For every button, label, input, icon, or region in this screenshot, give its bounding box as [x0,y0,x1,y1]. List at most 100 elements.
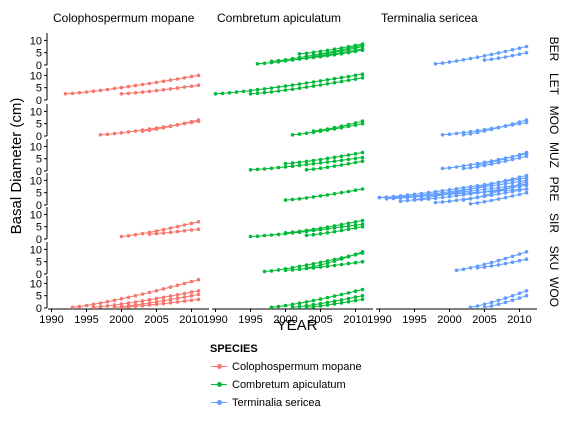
data-point [255,91,260,96]
data-point [269,59,274,64]
data-point [433,62,438,66]
data-point [262,90,267,95]
data-point [168,294,173,298]
data-point [524,190,529,195]
data-point [510,53,515,58]
data-point [283,268,288,273]
data-point [311,232,316,237]
data-point [70,305,75,310]
data-point [475,55,480,59]
data-point [360,224,365,229]
data-point [332,164,337,168]
data-point [325,225,330,229]
data-point [276,85,281,89]
data-point [517,296,522,300]
data-point [447,166,452,170]
data-point [297,304,302,309]
data-point [524,179,529,184]
data-point [426,197,431,201]
data-point [360,250,365,254]
facet-row-label: SIR [547,213,561,233]
x-tick-label: 2005 [308,314,332,326]
data-point [496,180,501,185]
data-point [196,277,201,282]
data-point [311,167,316,171]
data-point [276,165,281,170]
data-point [332,76,337,81]
y-tick-label: 10 [30,106,42,118]
y-tick-label: 0 [36,303,42,315]
data-point [482,183,487,188]
data-point [304,305,309,310]
series-line [463,155,527,169]
data-point [510,254,515,259]
data-point [503,256,508,261]
data-point [297,197,302,201]
data-point [339,49,344,53]
data-point [332,299,337,304]
data-point [360,287,365,292]
data-point [98,88,103,93]
data-point [182,223,187,227]
facet-row-label: MOO [547,106,561,135]
data-point [339,298,344,302]
data-point [276,304,281,309]
data-point [510,180,515,185]
series-line [299,49,363,60]
data-layer [63,42,529,310]
panels-layer: Colophospermum mopane Combretum apiculatu… [53,11,561,307]
data-point [447,191,452,196]
legend-label-mopane: Colophospermum mopane [232,361,362,373]
data-point [489,304,494,308]
data-point [189,74,194,79]
data-point [262,269,267,274]
data-point [346,189,351,194]
data-point [112,86,117,91]
data-point [503,187,508,191]
data-point [311,53,316,58]
data-point [325,303,330,307]
data-point [440,193,445,197]
data-point [119,234,124,239]
data-point [304,233,309,238]
data-point [297,163,302,168]
data-point [496,258,501,263]
data-point [133,233,138,237]
data-point [304,85,309,89]
data-point [175,229,180,234]
data-point [517,291,522,296]
data-point [297,52,302,56]
data-point [489,300,494,305]
data-point [304,51,309,56]
data-point [496,197,501,201]
data-point [346,153,351,157]
data-point [377,195,382,200]
data-point [496,51,501,55]
data-point [503,261,508,266]
y-tick-label: 5 [36,48,42,60]
x-tick-label: 1995 [402,314,426,326]
data-point [517,152,522,157]
data-point [339,124,344,128]
data-point [311,304,316,309]
data-point [433,191,438,196]
data-point [440,195,445,200]
data-point [461,188,466,193]
data-point [147,290,152,295]
data-point [140,292,145,296]
data-point [482,200,487,204]
data-point [332,224,337,228]
data-point [133,300,138,304]
y-tick-label: 10 [30,141,42,153]
data-point [510,155,515,159]
data-point [255,234,260,238]
data-point [84,303,89,308]
data-point [154,296,159,301]
data-point [461,164,466,168]
data-point [353,188,358,192]
data-point [154,88,159,93]
data-point [161,295,166,300]
data-point [503,156,508,161]
data-point [112,131,117,136]
data-point [454,165,459,169]
